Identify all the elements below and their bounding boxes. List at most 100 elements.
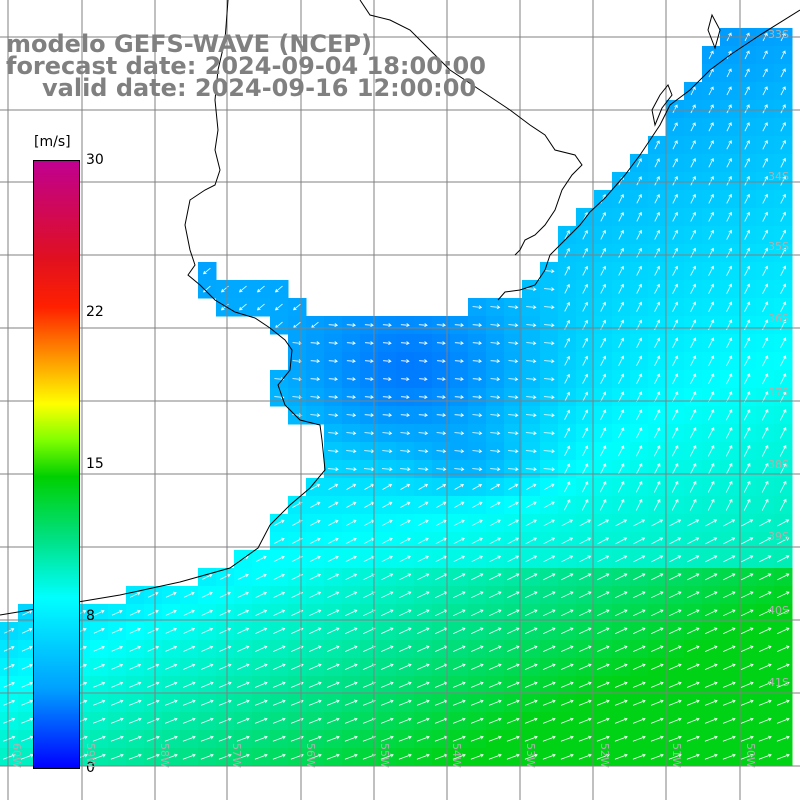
- wind-vector: [578, 753, 592, 760]
- wind-vector: [597, 537, 610, 545]
- wind-vector: [183, 627, 196, 634]
- wind-vector: [704, 735, 718, 742]
- wind-vector: [582, 301, 588, 312]
- wind-vector: [668, 699, 682, 706]
- wind-vector: [617, 481, 625, 493]
- wind-vector: [777, 519, 790, 527]
- wind-vector: [708, 283, 715, 294]
- wind-vector: [309, 627, 322, 635]
- wind-vector: [146, 735, 160, 742]
- wind-vector: [454, 431, 465, 436]
- wind-vector: [508, 323, 519, 328]
- wind-vector: [327, 555, 339, 562]
- wind-vector: [506, 681, 520, 688]
- wind-vector: [399, 555, 411, 563]
- wind-vector: [708, 373, 715, 385]
- wind-vector: [636, 409, 643, 421]
- wind-vector: [454, 413, 465, 418]
- wind-vector: [308, 699, 322, 706]
- wind-vector: [741, 555, 754, 563]
- wind-vector: [743, 480, 751, 493]
- wind-vector: [761, 462, 769, 475]
- wind-vector: [632, 645, 646, 652]
- wind-vector: [344, 627, 358, 635]
- wind-vector: [564, 445, 571, 457]
- wind-vector: [582, 265, 588, 276]
- wind-vector: [689, 445, 697, 457]
- wind-vector: [669, 537, 682, 545]
- wind-vector: [165, 591, 177, 598]
- wind-vector: [400, 431, 411, 436]
- wind-vector: [582, 247, 588, 258]
- wind-vector: [272, 699, 286, 706]
- wind-vector: [600, 247, 606, 258]
- wind-vector: [308, 717, 322, 724]
- wind-vector: [526, 359, 537, 364]
- wind-vector: [596, 735, 610, 742]
- wind-vector: [508, 431, 519, 436]
- wind-vector: [690, 104, 696, 114]
- wind-vector: [507, 519, 519, 527]
- wind-vector: [654, 140, 660, 150]
- wind-vector: [383, 359, 392, 364]
- wind-vector: [507, 555, 520, 563]
- wind-vector: [218, 699, 232, 706]
- wind-vector: [328, 431, 339, 436]
- wind-vector: [726, 50, 732, 60]
- wind-vector: [596, 753, 610, 760]
- wind-vector: [671, 498, 679, 511]
- wind-vector: [435, 537, 447, 545]
- wind-vector: [759, 573, 772, 581]
- wind-vector: [471, 573, 484, 581]
- wind-vector: [578, 609, 592, 617]
- wind-vector: [146, 753, 160, 760]
- wind-vector: [110, 753, 124, 760]
- wind-vector: [328, 377, 338, 382]
- wind-vector: [129, 591, 141, 598]
- wind-vector: [762, 211, 768, 222]
- wind-vector: [687, 573, 700, 581]
- wind-vector: [93, 699, 106, 706]
- wind-vector: [708, 193, 714, 204]
- wind-vector: [776, 663, 790, 670]
- wind-vector: [345, 519, 357, 527]
- wind-vector: [596, 717, 610, 724]
- wind-vector: [654, 373, 661, 385]
- wind-vector: [382, 483, 393, 490]
- wind-vector: [582, 391, 589, 402]
- wind-vector: [650, 735, 664, 742]
- wind-vector: [543, 501, 555, 509]
- wind-vector: [744, 229, 750, 240]
- wind-vector: [308, 681, 322, 688]
- wind-vector: [725, 409, 733, 421]
- wind-vector: [543, 395, 555, 400]
- wind-vector: [725, 462, 733, 475]
- wind-vector: [744, 373, 751, 385]
- wind-vector: [273, 537, 285, 544]
- wind-vector: [346, 377, 356, 382]
- wind-vector: [672, 355, 679, 367]
- wind-vector: [762, 157, 768, 168]
- wind-vector: [744, 140, 750, 150]
- wind-vector: [418, 413, 428, 418]
- wind-vector: [506, 627, 520, 635]
- colorbar-tick-30: 30: [86, 152, 104, 168]
- wind-vector: [218, 717, 232, 724]
- wind-vector: [600, 445, 607, 457]
- wind-vector: [582, 230, 588, 240]
- wind-vector: [743, 462, 751, 475]
- wind-vector: [381, 555, 393, 563]
- wind-vector: [779, 480, 787, 493]
- wind-vector: [744, 50, 750, 60]
- wind-vector: [525, 413, 537, 418]
- wind-vector: [525, 449, 537, 454]
- wind-vector: [618, 337, 625, 348]
- wind-vector: [744, 355, 751, 367]
- wind-vector: [582, 337, 588, 348]
- wind-vector: [3, 699, 16, 706]
- wind-vector: [4, 628, 15, 634]
- wind-vector: [525, 573, 538, 581]
- wind-vector: [3, 646, 15, 652]
